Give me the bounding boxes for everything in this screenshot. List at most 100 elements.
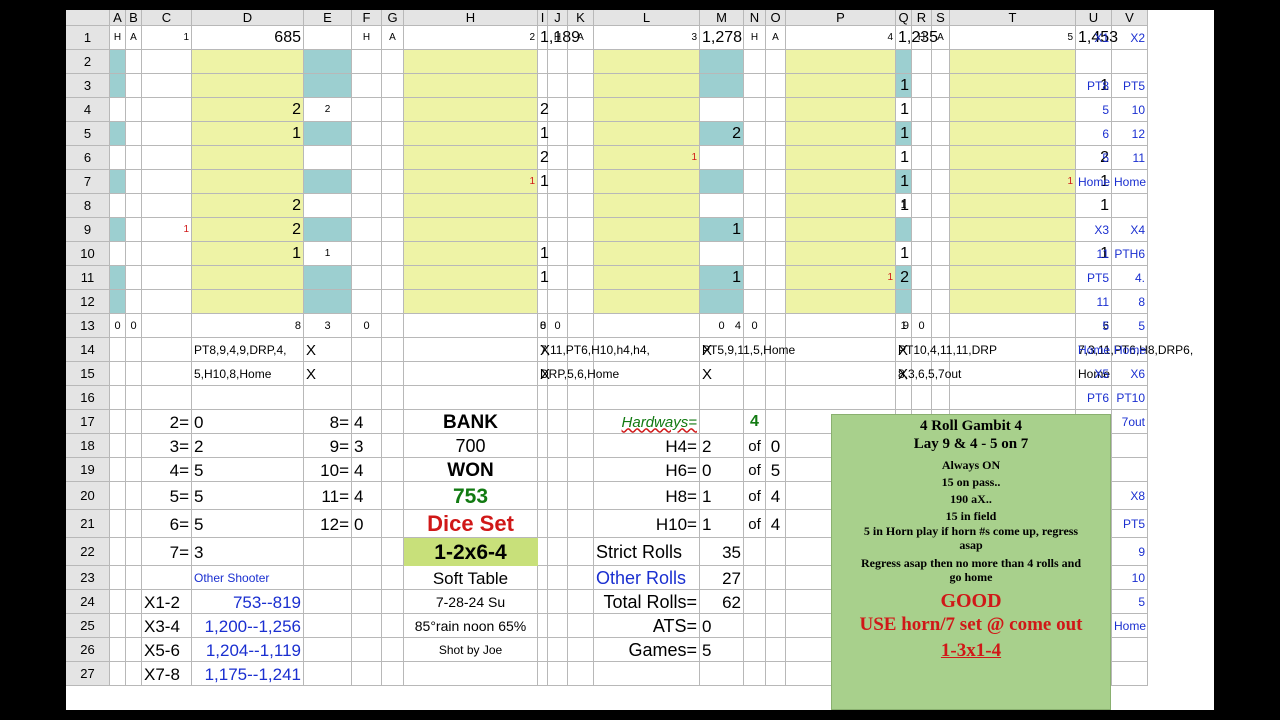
grid-cell[interactable] — [404, 434, 538, 458]
grid-cell[interactable] — [766, 146, 786, 170]
grid-cell[interactable] — [896, 362, 912, 386]
grid-cell[interactable] — [932, 362, 950, 386]
grid-cell[interactable] — [594, 170, 700, 194]
grid-cell[interactable] — [142, 434, 192, 458]
grid-cell[interactable] — [594, 242, 700, 266]
grid-cell[interactable] — [110, 194, 126, 218]
grid-cell[interactable] — [110, 638, 126, 662]
grid-cell[interactable] — [568, 538, 594, 566]
grid-cell[interactable] — [142, 50, 192, 74]
grid-cell[interactable] — [304, 538, 352, 566]
grid-cell[interactable] — [1076, 338, 1112, 362]
grid-cell[interactable] — [896, 170, 912, 194]
grid-cell[interactable] — [950, 194, 1076, 218]
grid-cell[interactable] — [142, 338, 192, 362]
grid-cell[interactable] — [594, 458, 700, 482]
grid-cell[interactable] — [932, 338, 950, 362]
grid-cell[interactable] — [786, 146, 896, 170]
grid-cell[interactable] — [896, 146, 912, 170]
grid-cell[interactable] — [744, 170, 766, 194]
grid-cell[interactable] — [538, 74, 548, 98]
grid-cell[interactable] — [304, 638, 352, 662]
grid-cell[interactable] — [142, 638, 192, 662]
grid-cell[interactable] — [192, 98, 304, 122]
grid-cell[interactable] — [700, 338, 744, 362]
grid-cell[interactable] — [744, 26, 766, 50]
grid-cell[interactable] — [110, 410, 126, 434]
grid-cell[interactable] — [950, 170, 1076, 194]
grid-cell[interactable] — [932, 386, 950, 410]
grid-cell[interactable] — [548, 538, 568, 566]
grid-cell[interactable] — [1076, 266, 1112, 290]
grid-cell[interactable] — [538, 146, 548, 170]
grid-cell[interactable] — [568, 146, 594, 170]
grid-cell[interactable] — [568, 566, 594, 590]
grid-cell[interactable] — [142, 146, 192, 170]
grid-cell[interactable] — [912, 146, 932, 170]
grid-cell[interactable] — [110, 98, 126, 122]
grid-cell[interactable] — [896, 98, 912, 122]
grid-cell[interactable] — [700, 538, 744, 566]
grid-cell[interactable] — [192, 170, 304, 194]
grid-cell[interactable] — [192, 266, 304, 290]
grid-cell[interactable] — [538, 170, 548, 194]
column-header-C[interactable]: C — [142, 10, 192, 26]
column-header-R[interactable]: R — [912, 10, 932, 26]
grid-cell[interactable] — [932, 98, 950, 122]
grid-cell[interactable] — [594, 386, 700, 410]
row-header-13[interactable]: 13 — [66, 314, 110, 338]
grid-cell[interactable] — [404, 590, 538, 614]
grid-cell[interactable] — [896, 266, 912, 290]
grid-cell[interactable] — [786, 386, 896, 410]
spreadsheet[interactable]: A B C D E F G H I J K L M N O P Q R S T U V 1 2 3 4 5 6 7 8 9 10 11 12 13 1… — [66, 10, 1214, 710]
grid-cell[interactable] — [766, 266, 786, 290]
grid-cell[interactable] — [304, 614, 352, 638]
grid-cell[interactable] — [912, 74, 932, 98]
grid-cell[interactable] — [538, 614, 548, 638]
grid-cell[interactable] — [192, 590, 304, 614]
grid-cell[interactable] — [700, 242, 744, 266]
grid-cell[interactable] — [568, 74, 594, 98]
grid-cell[interactable] — [404, 638, 538, 662]
grid-cell[interactable] — [304, 194, 352, 218]
grid-cell[interactable] — [700, 194, 744, 218]
row-header-25[interactable]: 25 — [66, 614, 110, 638]
column-header-H[interactable]: H — [404, 10, 538, 26]
grid-cell[interactable] — [192, 662, 304, 686]
grid-cell[interactable] — [950, 314, 1076, 338]
grid-cell[interactable] — [744, 538, 766, 566]
grid-cell[interactable] — [126, 122, 142, 146]
grid-cell[interactable] — [594, 26, 700, 50]
grid-cell[interactable] — [1112, 538, 1148, 566]
grid-cell[interactable] — [548, 266, 568, 290]
row-header-1[interactable]: 1 — [66, 26, 110, 50]
grid-cell[interactable] — [352, 170, 382, 194]
grid-cell[interactable] — [110, 122, 126, 146]
grid-cell[interactable] — [404, 458, 538, 482]
grid-cell[interactable] — [304, 510, 352, 538]
grid-cell[interactable] — [950, 362, 1076, 386]
grid-cell[interactable] — [404, 314, 538, 338]
grid-cell[interactable] — [304, 434, 352, 458]
grid-cell[interactable] — [700, 98, 744, 122]
grid-cell[interactable] — [304, 590, 352, 614]
grid-cell[interactable] — [766, 614, 786, 638]
grid-cell[interactable] — [744, 242, 766, 266]
grid-cell[interactable] — [766, 482, 786, 510]
row-header-26[interactable]: 26 — [66, 638, 110, 662]
grid-cell[interactable] — [932, 266, 950, 290]
grid-cell[interactable] — [110, 434, 126, 458]
grid-cell[interactable] — [1112, 314, 1148, 338]
grid-cell[interactable] — [382, 510, 404, 538]
grid-cell[interactable] — [594, 338, 700, 362]
grid-cell[interactable] — [382, 662, 404, 686]
row-header-2[interactable]: 2 — [66, 50, 110, 74]
grid-cell[interactable] — [950, 386, 1076, 410]
grid-cell[interactable] — [594, 482, 700, 510]
grid-cell[interactable] — [548, 74, 568, 98]
grid-cell[interactable] — [744, 338, 766, 362]
grid-cell[interactable] — [594, 218, 700, 242]
row-header-17[interactable]: 17 — [66, 410, 110, 434]
grid-cell[interactable] — [568, 338, 594, 362]
grid-cell[interactable] — [192, 74, 304, 98]
